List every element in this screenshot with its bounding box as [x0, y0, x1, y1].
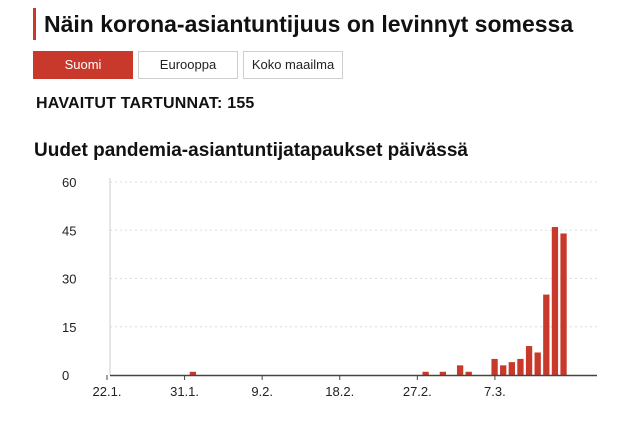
bar [525, 346, 533, 375]
bar [551, 227, 559, 375]
y-tick-label: 0 [62, 368, 69, 383]
x-tick-label: 31.1. [170, 384, 199, 399]
y-tick-label: 15 [62, 320, 76, 335]
bar-chart: 0 15 30 45 60 22.1. 31.1. 9.2. 18.2. 27.2. 7.3. [62, 175, 597, 399]
bar [456, 365, 464, 375]
bar [517, 358, 524, 375]
bar [465, 371, 472, 375]
bar [422, 371, 429, 375]
chart-title: Uudet pandemia-asiantuntijatapaukset päi… [34, 140, 468, 161]
x-tick-label: 7.3. [484, 384, 506, 399]
x-tick-label: 27.2. [403, 384, 432, 399]
y-tick-label: 30 [62, 272, 76, 287]
x-tick-label: 22.1. [93, 384, 122, 399]
bar [534, 352, 541, 375]
page-title: Näin korona-asiantuntijuus on levinnyt s… [33, 8, 573, 40]
bar [543, 294, 550, 375]
bar [508, 362, 515, 375]
y-tick-label: 60 [62, 175, 76, 190]
bar [491, 358, 498, 375]
bar [560, 233, 567, 375]
x-tick-label: 18.2. [325, 384, 354, 399]
tab-eurooppa[interactable]: Eurooppa [138, 51, 238, 79]
cases-count: HAVAITUT TARTUNNAT: 155 [36, 95, 255, 112]
y-tick-label: 45 [62, 223, 76, 238]
x-tick-label: 9.2. [251, 384, 273, 399]
tab-koko-maailma[interactable]: Koko maailma [243, 51, 343, 79]
bar [189, 371, 197, 375]
bar [500, 365, 507, 375]
tab-suomi[interactable]: Suomi [33, 51, 133, 79]
bar [439, 371, 447, 375]
